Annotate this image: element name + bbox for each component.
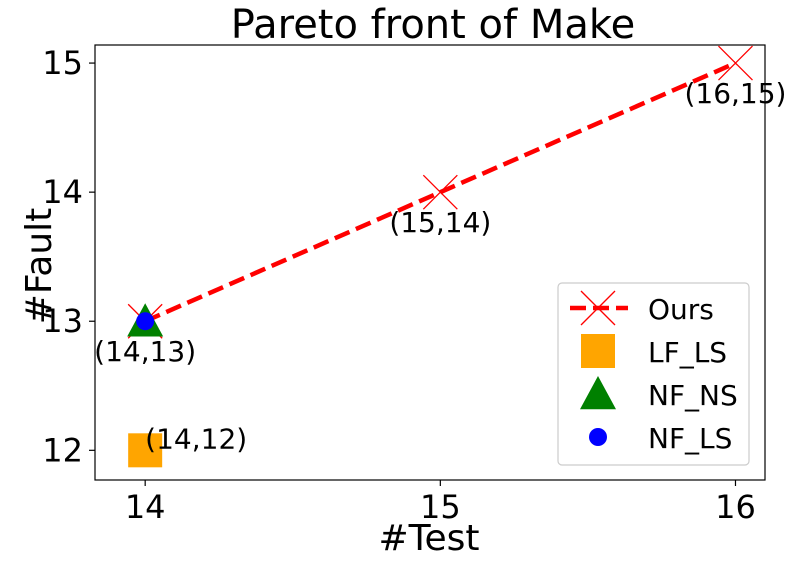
data-point-ours bbox=[422, 174, 458, 210]
point-annotation: (16,15) bbox=[684, 77, 786, 110]
legend-marker-ours bbox=[580, 290, 616, 326]
legend-marker-nf_ls bbox=[589, 428, 607, 446]
x-marker-stroke bbox=[422, 174, 458, 210]
legend-marker-nf_ns bbox=[580, 376, 616, 410]
x-tick-label: 15 bbox=[420, 488, 461, 526]
y-tick-label: 13 bbox=[42, 302, 83, 340]
legend-label-nf_ls: NF_LS bbox=[648, 422, 732, 455]
legend-label-lf_ls: LF_LS bbox=[648, 336, 727, 369]
y-tick-label: 12 bbox=[42, 431, 83, 469]
y-axis-label: #Fault bbox=[19, 208, 60, 325]
y-tick-label: 15 bbox=[42, 44, 83, 82]
x-axis-label: #Test bbox=[378, 518, 479, 559]
point-annotation: (15,14) bbox=[389, 206, 491, 239]
x-marker-stroke bbox=[580, 290, 616, 326]
plot-area: 14 15 16 12 13 14 15 (16,15) (15,14) (14,13) (14,1… bbox=[42, 44, 786, 526]
data-point-nf_ls bbox=[136, 312, 155, 331]
data-point-lf_ls bbox=[128, 433, 163, 468]
legend-marker-lf_ls bbox=[581, 334, 615, 368]
point-annotation: (14,12) bbox=[145, 422, 247, 455]
x-marker-stroke bbox=[718, 45, 753, 81]
data-point-ours bbox=[718, 45, 753, 81]
y-tick-label: 14 bbox=[42, 173, 83, 211]
x-tick-label: 16 bbox=[715, 488, 756, 526]
chart-title: Pareto front of Make bbox=[231, 2, 635, 48]
point-annotation: (14,13) bbox=[94, 335, 196, 368]
legend: Ours LF_LS NF_NS NF_LS bbox=[557, 282, 750, 466]
legend-label-ours: Ours bbox=[648, 293, 714, 326]
x-tick-label: 14 bbox=[125, 488, 166, 526]
legend-label-nf_ns: NF_NS bbox=[648, 379, 738, 412]
plot-frame bbox=[94, 44, 766, 481]
legend-box bbox=[557, 282, 750, 466]
